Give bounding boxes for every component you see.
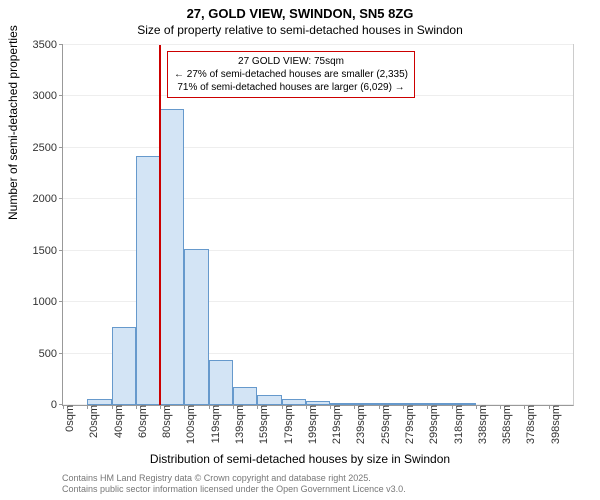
footer-line-1: Contains HM Land Registry data © Crown c… [62,473,406,485]
x-tick-label: 20sqm [82,405,100,438]
annotation-line-1: 27 GOLD VIEW: 75sqm [174,55,408,68]
y-tick-mark [59,198,63,199]
y-tick-label: 3000 [33,90,63,102]
gridline [63,147,573,148]
annotation-line-3: 71% of semi-detached houses are larger (… [174,81,408,94]
y-axis-label: Number of semi-detached properties [6,25,20,220]
x-tick-label: 219sqm [325,405,343,444]
y-tick-mark [59,250,63,251]
x-tick-label: 259sqm [374,405,392,444]
annotation-line-2: ← 27% of semi-detached houses are smalle… [174,68,408,81]
chart-title: 27, GOLD VIEW, SWINDON, SN5 8ZG [0,0,600,21]
marker-annotation: 27 GOLD VIEW: 75sqm ← 27% of semi-detach… [167,51,415,98]
x-tick-label: 318sqm [447,405,465,444]
x-tick-label: 279sqm [398,405,416,444]
y-tick-label: 500 [39,348,63,360]
y-tick-label: 1000 [33,296,63,308]
y-tick-label: 1500 [33,245,63,257]
x-tick-label: 398sqm [544,405,562,444]
footer-attribution: Contains HM Land Registry data © Crown c… [62,473,406,496]
y-tick-label: 2500 [33,142,63,154]
y-tick-mark [59,301,63,302]
histogram-bar [233,387,257,406]
x-axis-label: Distribution of semi-detached houses by … [0,452,600,466]
plot-area: 27 GOLD VIEW: 75sqm ← 27% of semi-detach… [62,44,574,406]
x-tick-label: 378sqm [519,405,537,444]
x-tick-label: 139sqm [228,405,246,444]
x-tick-label: 0sqm [58,405,76,432]
y-tick-label: 3500 [33,39,63,51]
histogram-bar [209,360,233,405]
x-tick-label: 358sqm [495,405,513,444]
x-tick-label: 338sqm [471,405,489,444]
y-tick-mark [59,95,63,96]
chart-container: 27, GOLD VIEW, SWINDON, SN5 8ZG Size of … [0,0,600,500]
y-tick-label: 2000 [33,193,63,205]
y-tick-mark [59,353,63,354]
histogram-bar [136,156,160,405]
histogram-bar [257,395,281,405]
x-tick-label: 80sqm [155,405,173,438]
x-tick-label: 199sqm [301,405,319,444]
chart-subtitle: Size of property relative to semi-detach… [0,21,600,37]
footer-line-2: Contains public sector information licen… [62,484,406,496]
property-marker-line [159,45,161,405]
x-tick-label: 239sqm [349,405,367,444]
x-tick-label: 100sqm [179,405,197,444]
x-tick-label: 299sqm [422,405,440,444]
x-tick-label: 179sqm [277,405,295,444]
x-tick-label: 119sqm [204,405,222,443]
gridline [63,44,573,45]
x-tick-label: 40sqm [107,405,125,438]
x-tick-label: 60sqm [131,405,149,438]
y-tick-mark [59,147,63,148]
histogram-bar [184,249,208,405]
histogram-bar [112,327,136,405]
y-tick-mark [59,44,63,45]
histogram-bar [160,109,184,405]
x-tick-label: 159sqm [252,405,270,444]
